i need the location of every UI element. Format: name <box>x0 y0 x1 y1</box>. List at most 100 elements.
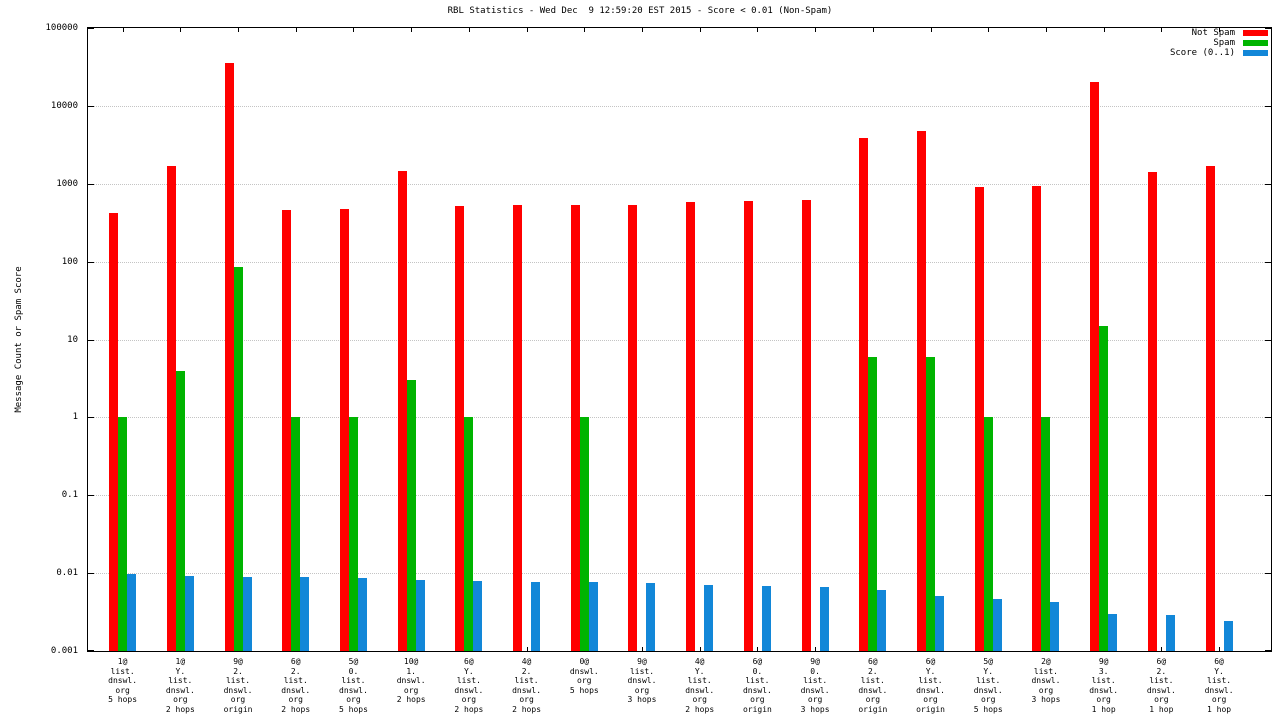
x-tick-label: 1@ list. dnswl. org 5 hops <box>91 657 155 705</box>
x-tick-label-line: 10@ <box>403 657 419 666</box>
bar-not-spam <box>282 210 292 651</box>
x-tick-label: 6@ Y. list. dnswl. org 1 hop <box>1187 657 1251 714</box>
x-tick-label-line: dnswl. <box>685 685 715 695</box>
bar-not-spam <box>801 199 811 651</box>
legend-label: Not Spam <box>1191 28 1235 38</box>
x-tick-mark <box>641 28 643 32</box>
x-tick-label-line: Y. <box>983 666 994 676</box>
gridline <box>88 417 1271 419</box>
x-tick-mark <box>180 28 182 32</box>
gridline <box>88 573 1271 575</box>
x-tick-mark <box>872 28 874 32</box>
x-tick-mark <box>815 647 817 651</box>
x-tick-label: 9@ list. dnswl. org 3 hops <box>610 657 674 705</box>
x-tick-label-line: org <box>1038 685 1054 695</box>
x-tick-label-line: org <box>1211 695 1227 704</box>
x-tick-label: 6@ 2. list. dnswl. org origin <box>841 657 905 714</box>
x-tick-label-line: dnswl. <box>396 676 426 685</box>
x-tick-label-line: org <box>980 695 996 704</box>
x-tick-mark <box>584 28 586 32</box>
x-tick-label-line: org <box>1096 695 1111 704</box>
y-tick-mark <box>88 573 94 575</box>
x-tick-label-line: list. <box>168 676 193 685</box>
legend-entry: Score (0..1) <box>1169 48 1268 58</box>
bar-not-spam <box>1147 172 1157 651</box>
gridline <box>88 495 1271 497</box>
x-tick-label-line: dnswl. <box>742 685 772 695</box>
bar-score-0-1 <box>935 595 945 651</box>
x-tick-mark <box>1219 28 1221 32</box>
x-tick-label-line: list. <box>976 676 1001 685</box>
x-tick-label-line: origin <box>858 704 888 714</box>
bar-score-0-1 <box>588 582 598 651</box>
bar-spam <box>926 356 936 651</box>
bar-score-0-1 <box>1165 615 1175 651</box>
bar-not-spam <box>917 131 927 651</box>
bar-not-spam <box>974 187 984 651</box>
bar-not-spam <box>166 165 176 651</box>
y-tick-label: 100 <box>61 256 78 267</box>
x-tick-label-line: Y. <box>694 666 705 676</box>
y-tick-mark <box>1265 495 1271 497</box>
x-tick-label-line: 9@ <box>637 657 647 666</box>
x-tick-label: 6@ 0. list. dnswl. org origin <box>725 657 789 714</box>
y-tick-mark <box>88 339 94 341</box>
bar-not-spam <box>628 204 638 651</box>
x-tick-label-line: Y. <box>464 666 474 676</box>
x-tick-mark <box>526 28 528 32</box>
x-tick-label-line: list. <box>687 676 712 685</box>
x-tick-mark <box>353 28 355 32</box>
x-tick-mark <box>238 28 240 32</box>
x-tick-mark <box>1219 647 1221 651</box>
x-tick-label-line: 5@ <box>983 657 994 666</box>
x-tick-label-line: org <box>173 695 188 704</box>
x-tick-label-line: origin <box>223 704 253 714</box>
x-tick-label-line: org <box>461 695 477 704</box>
x-tick-label-line: dnswl. <box>973 685 1003 695</box>
x-tick-label-line: org <box>865 695 881 704</box>
x-tick-label-line: list. <box>283 676 308 685</box>
x-tick-label-line: dnswl. <box>858 685 888 695</box>
y-tick-label: 100000 <box>45 23 78 33</box>
x-tick-label-line: 2 hops <box>512 704 542 714</box>
x-tick-label-line: org <box>577 676 592 685</box>
x-tick-label-line: org <box>115 685 130 695</box>
x-tick-label-line: 5 hops <box>973 704 1003 714</box>
x-tick-label-line: 5 hops <box>569 685 599 695</box>
bar-score-0-1 <box>415 579 425 651</box>
legend-entry: Spam <box>1170 38 1268 48</box>
x-tick-label-line: 4@ <box>694 657 705 666</box>
x-tick-label-line: 2 hops <box>165 704 195 714</box>
x-tick-label-line: dnswl. <box>1031 676 1061 685</box>
x-tick-label-line: 5 hops <box>339 704 368 714</box>
x-tick-label-line: 1@ <box>175 657 186 666</box>
x-tick-label: 6@ 2. list. dnswl. org 1 hop <box>1129 657 1193 714</box>
x-tick-label-line: org <box>692 695 707 704</box>
x-tick-label-line: dnswl. <box>627 676 657 685</box>
bar-not-spam <box>224 62 234 651</box>
x-tick-label-line: dnswl. <box>800 685 830 695</box>
y-tick-mark <box>88 417 94 419</box>
legend-swatch <box>1243 30 1268 36</box>
x-tick-label-line: list. <box>1033 666 1058 676</box>
gridline <box>88 339 1271 341</box>
x-tick-label-line: 0@ <box>579 657 590 666</box>
x-tick-label: 5@ 0. list. dnswl. org 5 hops <box>321 657 385 714</box>
bar-score-0-1 <box>1223 621 1233 651</box>
bar-score-0-1 <box>357 578 367 651</box>
legend-label: Score (0..1) <box>1169 48 1235 58</box>
x-tick-label: 9@ 3. list. dnswl. org 1 hop <box>1072 657 1136 714</box>
x-tick-label-line: list. <box>745 676 770 685</box>
x-tick-label-line: Y. <box>925 666 936 676</box>
x-tick-label-line: 1@ <box>117 657 128 666</box>
bar-not-spam <box>513 205 523 651</box>
x-tick-label-line: dnswl. <box>281 685 311 695</box>
bar-not-spam <box>1032 185 1042 651</box>
x-tick-label-line: 1 hop <box>1207 704 1232 714</box>
x-tick-label-line: org <box>288 695 303 704</box>
bar-not-spam <box>686 202 696 651</box>
bar-score-0-1 <box>473 581 483 651</box>
legend-swatch <box>1243 50 1268 56</box>
legend-entry: Not Spam <box>1170 28 1268 38</box>
